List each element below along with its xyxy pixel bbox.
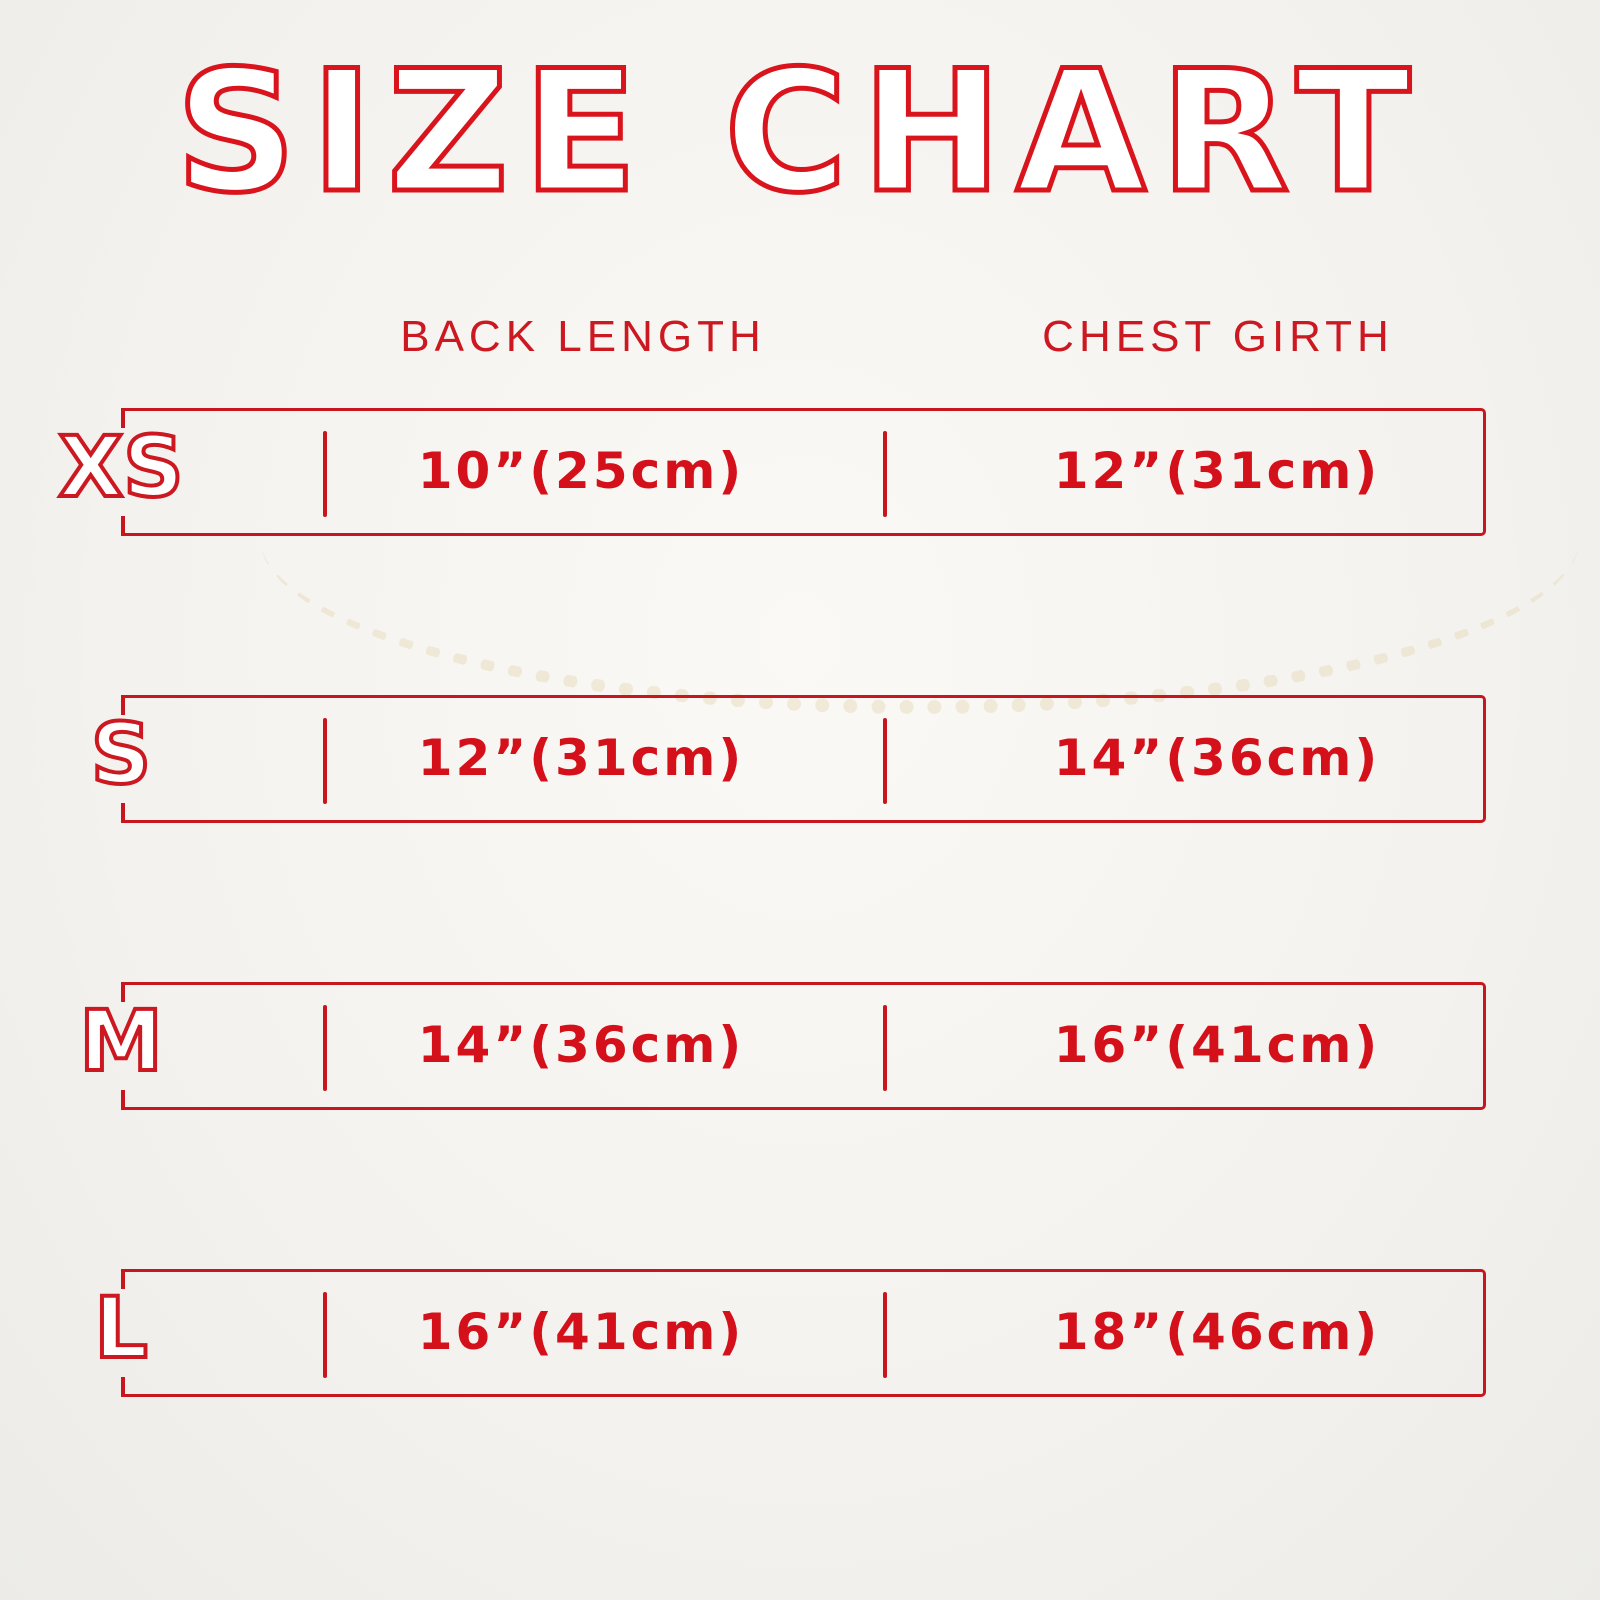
header-back-length: BACK LENGTH xyxy=(400,312,766,361)
back-length-value: 16”(41cm) xyxy=(417,1303,745,1361)
size-row-m: M 14”(36cm) 16”(41cm) xyxy=(77,982,1486,1110)
divider xyxy=(883,1292,887,1378)
divider xyxy=(883,718,887,804)
chest-girth-value: 16”(41cm) xyxy=(1053,1016,1381,1074)
back-length-value: 14”(36cm) xyxy=(417,1016,745,1074)
chest-girth-value: 14”(36cm) xyxy=(1053,729,1381,787)
divider xyxy=(883,1005,887,1091)
size-label: L xyxy=(92,1279,150,1377)
chest-girth-value: 18”(46cm) xyxy=(1053,1303,1381,1361)
size-label: S xyxy=(89,705,154,803)
size-label: XS xyxy=(56,418,185,516)
divider xyxy=(323,718,327,804)
page-title: SIZE CHART xyxy=(173,34,1425,230)
chest-girth-value: 12”(31cm) xyxy=(1053,442,1381,500)
size-row-s: S 12”(31cm) 14”(36cm) xyxy=(89,695,1486,823)
divider xyxy=(883,431,887,517)
divider xyxy=(323,1292,327,1378)
divider xyxy=(323,431,327,517)
size-row-l: L 16”(41cm) 18”(46cm) xyxy=(92,1269,1486,1397)
size-label: M xyxy=(77,992,165,1090)
back-length-value: 12”(31cm) xyxy=(417,729,745,787)
back-length-value: 10”(25cm) xyxy=(417,442,745,500)
size-row-xs: XS 10”(25cm) 12”(31cm) xyxy=(56,408,1486,536)
header-chest-girth: CHEST GIRTH xyxy=(1042,312,1394,361)
divider xyxy=(323,1005,327,1091)
